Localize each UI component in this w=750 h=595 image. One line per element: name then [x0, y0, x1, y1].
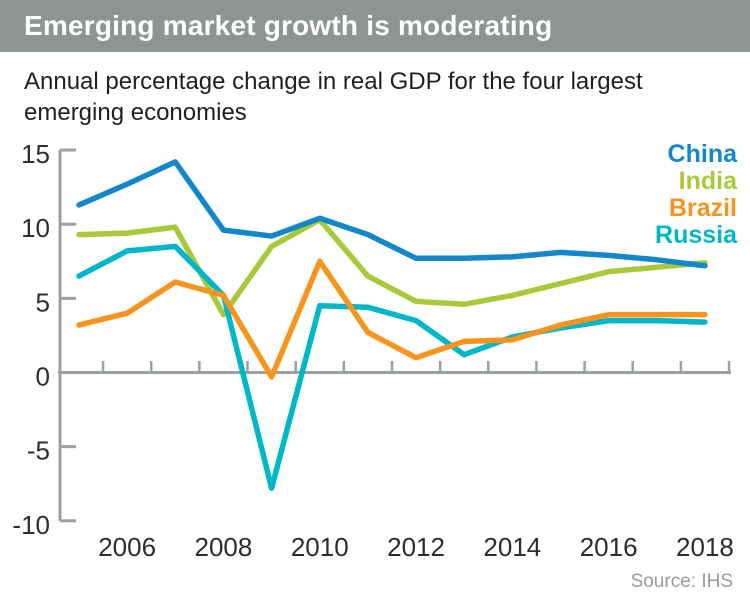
x-tick-label: 2012: [387, 532, 445, 562]
x-tick-label: 2006: [98, 532, 156, 562]
y-tick-label: 10: [21, 213, 50, 243]
series-line-india: [76, 217, 708, 318]
y-tick-label: -5: [27, 436, 50, 466]
x-tick-label: 2018: [676, 532, 734, 562]
series-line-china: [76, 159, 708, 269]
y-tick-label: -10: [12, 510, 50, 540]
legend-label-india: India: [678, 167, 737, 195]
chart-legend: China India Brazil Russia: [655, 141, 737, 249]
x-tick-label: 2016: [580, 532, 638, 562]
legend-label-brazil: Brazil: [668, 194, 737, 222]
header-bar: Emerging market growth is moderating: [0, 0, 750, 52]
chart-title: Emerging market growth is moderating: [24, 10, 553, 41]
y-tick-label: 0: [36, 362, 50, 392]
legend-label-china: China: [667, 140, 737, 168]
x-tick-label: 2014: [483, 532, 541, 562]
subtitle-line-1: Annual percentage change in real GDP for…: [24, 68, 643, 95]
series-line-russia: [76, 243, 708, 491]
legend-label-russia: Russia: [655, 221, 737, 249]
legend-item-brazil: Brazil: [655, 195, 737, 222]
x-tick-label: 2008: [195, 532, 253, 562]
legend-item-russia: Russia: [655, 222, 737, 249]
series-line-brazil: [76, 258, 708, 380]
x-tick-label: 2010: [291, 532, 349, 562]
legend-item-india: India: [655, 168, 737, 195]
legend-item-china: China: [655, 141, 737, 168]
source-note: Source: IHS: [630, 571, 733, 592]
subtitle-line-2: emerging economies: [24, 99, 247, 126]
chart-subtitle: Annual percentage change in real GDP for…: [24, 66, 726, 128]
y-tick-label: 5: [36, 287, 50, 317]
y-tick-label: 15: [21, 139, 50, 169]
